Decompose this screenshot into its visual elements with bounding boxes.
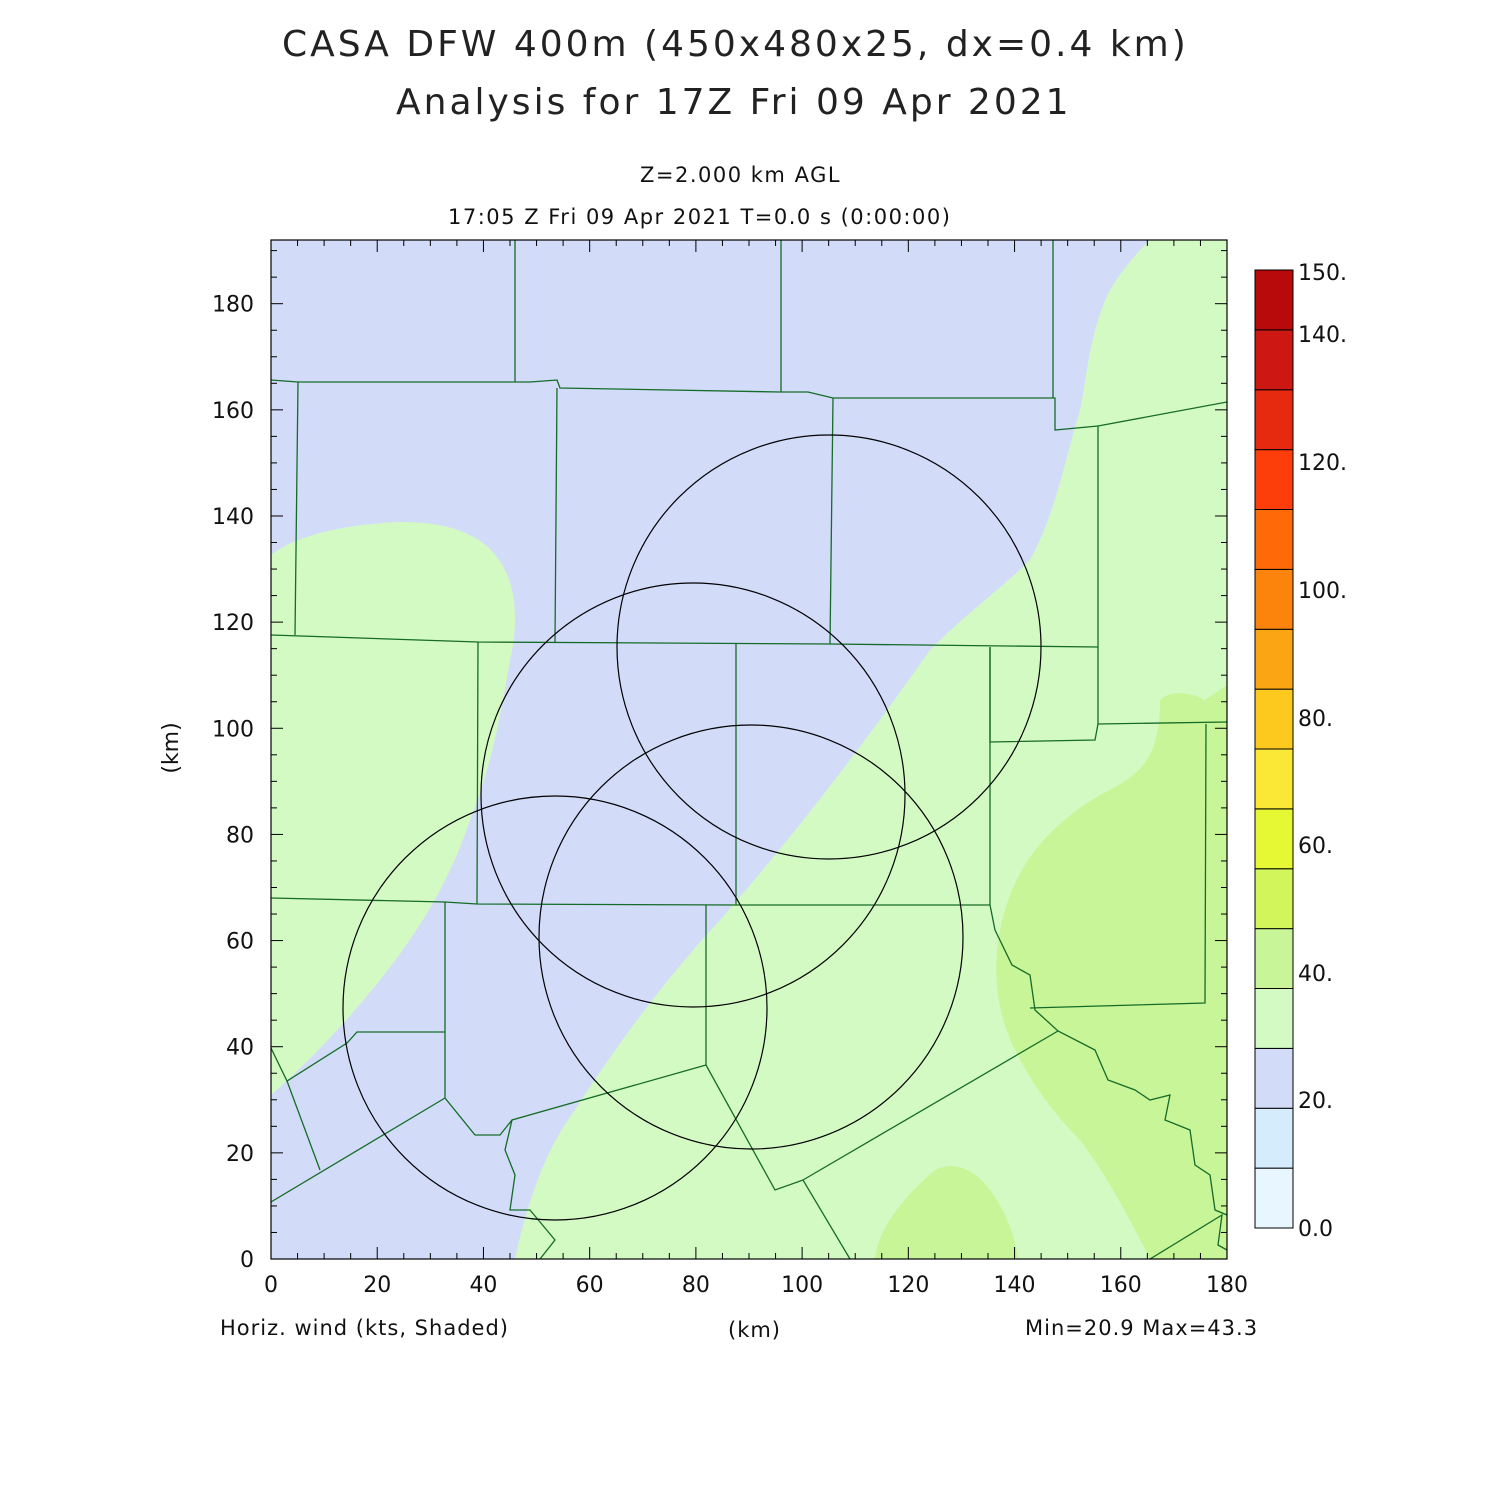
valid-time-label: 17:05 Z Fri 09 Apr 2021 T=0.0 s (0:00:00…: [448, 205, 952, 229]
colorbar-label: 60.: [1298, 834, 1333, 859]
colorbar-label: 20.: [1298, 1089, 1333, 1114]
y-tick-label: 80: [226, 823, 254, 848]
x-axis-label: (km): [728, 1318, 782, 1342]
radar-ring-southeast: [538, 724, 964, 1150]
y-tick-label: 20: [226, 1142, 254, 1167]
level-label: Z=2.000 km AGL: [640, 163, 842, 187]
y-axis-label: (km): [159, 722, 184, 773]
x-tick-label: 40: [469, 1273, 497, 1298]
title-line-2: Analysis for 17Z Fri 09 Apr 2021: [396, 82, 1072, 123]
y-tick-label: 0: [240, 1248, 254, 1273]
colorbar-segment: [1254, 449, 1294, 510]
colorbar-segment: [1254, 688, 1294, 750]
axis-ticks: [270, 240, 1228, 1260]
colorbar-segment: [1254, 1047, 1294, 1109]
x-axis-tick-labels: 0 20 40 60 80 100 120 140 160 180: [264, 1273, 1248, 1298]
colorbar-segment: [1254, 389, 1294, 451]
field-description: Horiz. wind (kts, Shaded): [220, 1316, 509, 1340]
y-axis-tick-labels: 0 20 40 60 80 100 120 140 160 180: [212, 293, 254, 1273]
radar-range-rings: [342, 434, 1042, 1221]
colorbar-segment: [1254, 868, 1294, 930]
y-tick-label: 160: [212, 399, 254, 424]
colorbar-segment: [1254, 1107, 1294, 1169]
colorbar-label: 0.0: [1298, 1217, 1333, 1242]
colorbar-segment: [1254, 568, 1294, 630]
radar-ring-central: [480, 582, 906, 1008]
colorbar-segment: [1254, 628, 1294, 690]
wind-colorbar: 150. 140. 120. 100. 80. 60. 40. 20. 0.0: [1254, 261, 1347, 1242]
title-line-1: CASA DFW 400m (450x480x25, dx=0.4 km): [282, 24, 1189, 65]
colorbar-label: 140.: [1298, 323, 1347, 348]
x-tick-label: 160: [1100, 1273, 1142, 1298]
x-tick-label: 120: [887, 1273, 929, 1298]
colorbar-label: 100.: [1298, 579, 1347, 604]
colorbar-segment: [1254, 1167, 1294, 1229]
colorbar-segment: [1254, 808, 1294, 870]
colorbar-label: 150.: [1298, 261, 1347, 286]
x-tick-label: 20: [363, 1273, 391, 1298]
radar-ring-northeast: [616, 434, 1042, 860]
y-tick-label: 100: [212, 717, 254, 742]
x-tick-label: 100: [781, 1273, 823, 1298]
x-tick-label: 0: [264, 1273, 278, 1298]
shade-40-50-southeast-region: [996, 685, 1227, 1259]
x-tick-label: 60: [576, 1273, 604, 1298]
radar-ring-southwest: [342, 795, 768, 1221]
colorbar-segment: [1254, 748, 1294, 810]
min-max-label: Min=20.9 Max=43.3: [1025, 1316, 1259, 1340]
x-tick-label: 140: [994, 1273, 1036, 1298]
shade-30-40-west-region: [271, 522, 515, 1095]
y-tick-label: 60: [226, 930, 254, 955]
x-tick-label: 80: [682, 1273, 710, 1298]
colorbar-label: 120.: [1298, 451, 1347, 476]
y-tick-label: 180: [212, 293, 254, 318]
colorbar-label: 80.: [1298, 707, 1333, 732]
colorbar-segment: [1254, 509, 1294, 570]
shade-40-50-south-region: [875, 1166, 1018, 1259]
y-tick-label: 40: [226, 1036, 254, 1061]
y-tick-label: 140: [212, 505, 254, 530]
colorbar-segment: [1254, 329, 1294, 391]
colorbar-segment: [1254, 269, 1294, 331]
colorbar-segment: [1254, 988, 1294, 1049]
y-tick-label: 120: [212, 611, 254, 636]
colorbar-label: 40.: [1298, 962, 1333, 987]
x-tick-label: 180: [1206, 1273, 1248, 1298]
county-boundaries: [271, 240, 1227, 1259]
colorbar-segment: [1254, 928, 1294, 989]
wind-shading: [271, 240, 1227, 1259]
